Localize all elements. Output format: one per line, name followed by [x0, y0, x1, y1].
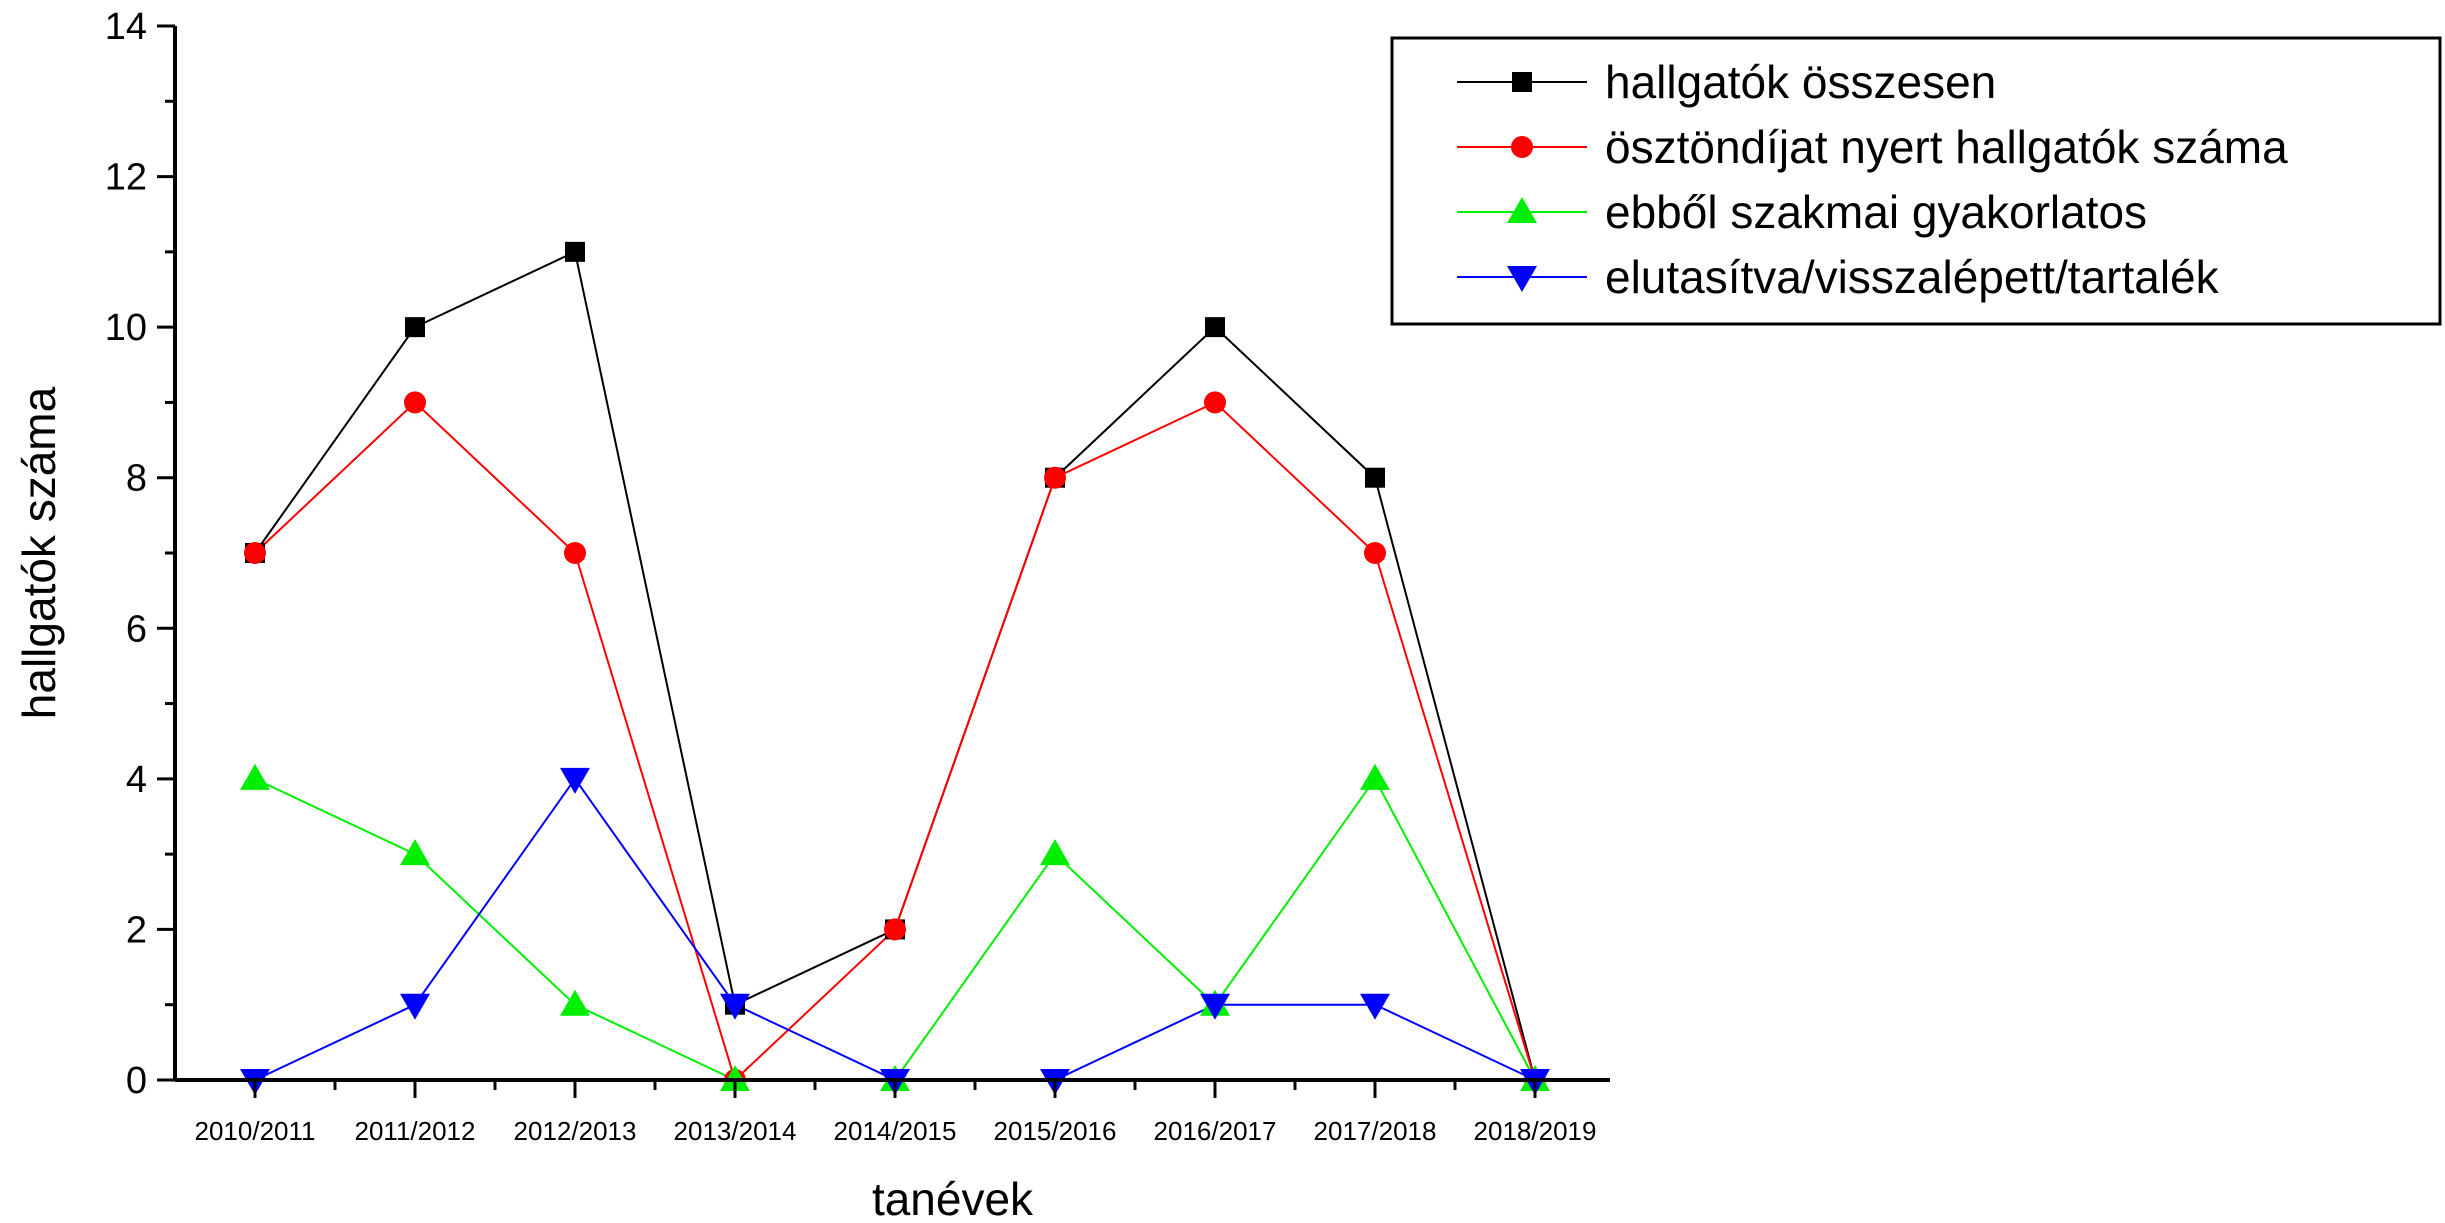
series-line-1 — [254, 401, 1536, 1082]
x-tick-label: 2018/2019 — [1474, 1116, 1597, 1146]
x-tick-label: 2012/2013 — [514, 1116, 637, 1146]
data-point-series-2 — [400, 839, 430, 866]
y-tick-label: 0 — [126, 1060, 147, 1102]
legend-marker — [1507, 197, 1537, 223]
data-point-series-2 — [1040, 839, 1070, 866]
x-ticks: 2010/2011 2011/2012 2012/2013 2013/2014 2014… — [195, 1080, 1597, 1146]
data-point-series-1 — [884, 918, 906, 941]
y-tick-label: 8 — [126, 458, 147, 500]
legend-marker — [1507, 266, 1537, 292]
series-lines — [254, 250, 1536, 1082]
legend: hallgatók összesen ösztöndíjat nyert hall… — [1390, 36, 2442, 326]
x-tick-label: 2013/2014 — [674, 1116, 797, 1146]
data-point-series-3 — [1200, 993, 1230, 1020]
x-tick-label: 2017/2018 — [1314, 1116, 1437, 1146]
series-markers — [240, 241, 1550, 1095]
data-point-series-2 — [1360, 763, 1390, 790]
data-point-series-1 — [244, 542, 266, 564]
data-point-series-1 — [1364, 542, 1386, 564]
x-axis-title: tanévek — [872, 1173, 1034, 1223]
legend-label: elutasítva/visszalépett/tartalék — [1605, 251, 2220, 303]
data-point-series-3 — [400, 993, 430, 1020]
x-tick-label: 2014/2015 — [834, 1116, 957, 1146]
data-point-series-0 — [1365, 467, 1385, 488]
legend-marker — [1512, 72, 1532, 92]
data-point-series-1 — [404, 391, 426, 414]
legend-marker — [1511, 136, 1533, 158]
legend-label: ösztöndíjat nyert hallgatók száma — [1605, 121, 2288, 173]
y-tick-label: 10 — [105, 307, 147, 349]
y-tick-label: 14 — [105, 6, 147, 48]
series-line-0 — [254, 250, 1536, 1081]
data-point-series-1 — [564, 542, 586, 564]
y-ticks: 0 2 4 6 8 10 12 14 — [105, 6, 175, 1102]
y-tick-label: 6 — [126, 608, 147, 650]
data-point-series-0 — [565, 241, 585, 262]
x-tick-label: 2016/2017 — [1154, 1116, 1277, 1146]
data-point-series-3 — [1360, 993, 1390, 1020]
data-point-series-0 — [405, 317, 425, 338]
data-point-series-0 — [1205, 317, 1225, 338]
data-point-series-2 — [560, 989, 590, 1016]
x-tick-label: 2010/2011 — [195, 1116, 316, 1146]
data-point-series-3 — [560, 767, 590, 794]
data-point-series-2 — [240, 763, 270, 790]
y-tick-label: 2 — [126, 909, 147, 951]
data-point-series-3 — [720, 993, 750, 1020]
data-point-series-1 — [1204, 391, 1226, 414]
x-tick-label: 2015/2016 — [994, 1116, 1117, 1146]
data-point-series-1 — [1044, 466, 1066, 489]
legend-label: ebből szakmai gyakorlatos — [1605, 186, 2147, 238]
y-axis-title: hallgatók száma — [13, 386, 65, 719]
y-tick-label: 4 — [126, 759, 147, 801]
legend-label: hallgatók összesen — [1605, 56, 1996, 108]
x-tick-label: 2011/2012 — [355, 1116, 476, 1146]
legend-items: hallgatók összesen ösztöndíjat nyert hall… — [1457, 56, 2288, 303]
y-tick-label: 12 — [105, 157, 147, 199]
